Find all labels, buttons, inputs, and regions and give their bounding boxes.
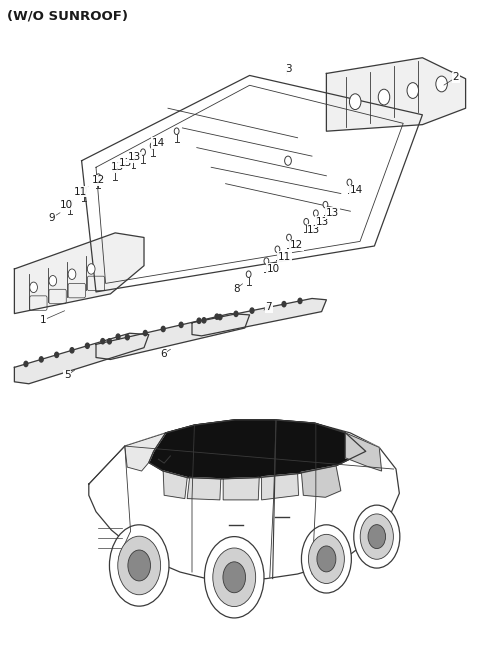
Text: 2: 2 bbox=[453, 72, 459, 83]
Circle shape bbox=[109, 525, 169, 606]
Circle shape bbox=[264, 258, 269, 264]
Circle shape bbox=[275, 246, 280, 253]
Circle shape bbox=[349, 94, 361, 110]
Circle shape bbox=[378, 89, 390, 105]
Text: 13: 13 bbox=[128, 152, 141, 163]
Circle shape bbox=[304, 218, 309, 225]
Circle shape bbox=[223, 562, 246, 593]
Circle shape bbox=[407, 83, 419, 98]
Circle shape bbox=[161, 327, 165, 332]
Circle shape bbox=[354, 505, 400, 568]
Text: 13: 13 bbox=[316, 216, 329, 227]
Circle shape bbox=[317, 546, 336, 572]
Text: 11: 11 bbox=[74, 186, 87, 197]
Circle shape bbox=[67, 200, 72, 207]
Circle shape bbox=[215, 314, 219, 319]
Circle shape bbox=[174, 128, 179, 134]
Text: 13: 13 bbox=[119, 157, 132, 168]
Circle shape bbox=[347, 179, 352, 186]
Circle shape bbox=[108, 338, 111, 344]
Circle shape bbox=[125, 335, 129, 340]
Circle shape bbox=[309, 535, 344, 583]
Polygon shape bbox=[346, 433, 382, 471]
Text: 14: 14 bbox=[349, 185, 363, 195]
Circle shape bbox=[55, 352, 59, 358]
Text: 13: 13 bbox=[110, 162, 124, 173]
Circle shape bbox=[144, 331, 147, 336]
Polygon shape bbox=[96, 314, 250, 359]
Polygon shape bbox=[89, 420, 399, 581]
Circle shape bbox=[246, 271, 251, 277]
Text: 7: 7 bbox=[265, 302, 272, 312]
Text: 9: 9 bbox=[48, 213, 55, 223]
Polygon shape bbox=[326, 58, 466, 131]
Text: 1: 1 bbox=[40, 315, 47, 325]
Text: (W/O SUNROOF): (W/O SUNROOF) bbox=[7, 10, 128, 23]
Text: 10: 10 bbox=[60, 199, 73, 210]
Polygon shape bbox=[301, 466, 341, 497]
Circle shape bbox=[141, 149, 145, 155]
Circle shape bbox=[179, 322, 183, 327]
Polygon shape bbox=[187, 478, 221, 500]
Polygon shape bbox=[14, 233, 144, 314]
Text: 12: 12 bbox=[290, 240, 303, 251]
Text: 10: 10 bbox=[267, 264, 280, 274]
Circle shape bbox=[266, 305, 270, 310]
Circle shape bbox=[49, 276, 57, 286]
Circle shape bbox=[202, 318, 206, 323]
Circle shape bbox=[70, 348, 74, 353]
Text: 13: 13 bbox=[325, 208, 339, 218]
Polygon shape bbox=[149, 420, 366, 479]
Circle shape bbox=[213, 548, 256, 607]
Circle shape bbox=[24, 361, 28, 367]
Circle shape bbox=[96, 174, 101, 180]
Text: 3: 3 bbox=[285, 64, 291, 74]
Circle shape bbox=[68, 269, 76, 279]
Circle shape bbox=[298, 298, 302, 304]
Circle shape bbox=[128, 550, 151, 581]
Text: 5: 5 bbox=[64, 370, 71, 380]
Circle shape bbox=[436, 76, 447, 92]
Polygon shape bbox=[125, 433, 166, 471]
Circle shape bbox=[218, 314, 222, 319]
Circle shape bbox=[116, 334, 120, 339]
Circle shape bbox=[323, 201, 328, 208]
Circle shape bbox=[197, 318, 201, 323]
Circle shape bbox=[82, 187, 86, 194]
Circle shape bbox=[285, 156, 291, 165]
Circle shape bbox=[204, 537, 264, 618]
Circle shape bbox=[301, 525, 351, 593]
Text: 11: 11 bbox=[277, 252, 291, 262]
Polygon shape bbox=[223, 478, 259, 500]
Circle shape bbox=[234, 311, 238, 316]
Circle shape bbox=[368, 525, 385, 548]
Text: 13: 13 bbox=[307, 224, 321, 235]
Text: 8: 8 bbox=[233, 283, 240, 294]
Circle shape bbox=[313, 210, 318, 216]
Circle shape bbox=[113, 166, 118, 173]
Circle shape bbox=[250, 308, 254, 314]
Circle shape bbox=[131, 154, 136, 161]
Polygon shape bbox=[192, 298, 326, 336]
Circle shape bbox=[150, 142, 155, 149]
Text: 14: 14 bbox=[152, 138, 165, 148]
Text: 6: 6 bbox=[160, 349, 167, 359]
Circle shape bbox=[39, 357, 43, 362]
Text: 12: 12 bbox=[92, 175, 105, 186]
Polygon shape bbox=[163, 471, 187, 499]
Circle shape bbox=[85, 343, 89, 348]
Circle shape bbox=[282, 302, 286, 307]
Circle shape bbox=[87, 264, 95, 274]
Circle shape bbox=[287, 234, 291, 241]
Circle shape bbox=[30, 282, 37, 293]
Circle shape bbox=[101, 338, 105, 344]
Circle shape bbox=[360, 514, 394, 560]
Polygon shape bbox=[262, 474, 299, 500]
Polygon shape bbox=[14, 333, 149, 384]
Circle shape bbox=[118, 536, 161, 595]
